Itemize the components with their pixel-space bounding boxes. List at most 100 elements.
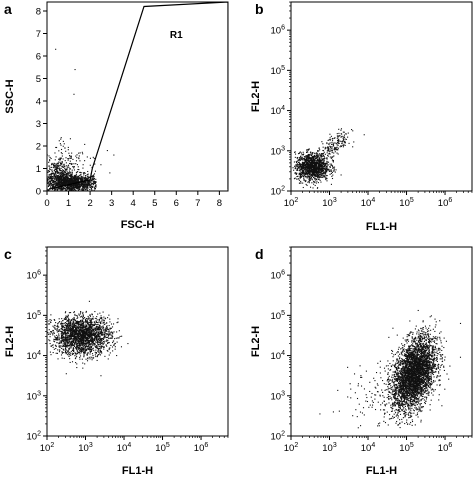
data-point (76, 326, 78, 328)
data-point (64, 179, 66, 181)
data-point (50, 182, 52, 184)
data-point (310, 171, 312, 173)
data-point (72, 185, 74, 187)
data-point (69, 188, 71, 190)
data-point (76, 188, 79, 190)
data-point (54, 188, 56, 190)
data-point (48, 168, 51, 170)
data-point (318, 150, 320, 152)
data-point (97, 323, 99, 325)
data-point (91, 349, 93, 352)
data-point (64, 316, 66, 318)
data-point (303, 170, 305, 172)
data-point (109, 327, 111, 329)
data-point (74, 336, 77, 338)
data-point (87, 185, 89, 187)
data-point (329, 163, 331, 165)
data-point (96, 329, 98, 331)
data-point (318, 160, 320, 162)
data-point (51, 172, 53, 174)
data-point (302, 165, 304, 167)
data-point (307, 162, 309, 164)
data-point (88, 327, 90, 329)
data-point (326, 167, 328, 169)
data-point (329, 145, 331, 147)
data-point (76, 340, 78, 342)
data-point (328, 148, 330, 150)
data-point (72, 181, 74, 183)
data-point (101, 342, 103, 345)
data-point (303, 177, 305, 179)
y-tick-label: 2 (36, 142, 41, 153)
data-point (304, 174, 306, 176)
data-point (312, 169, 314, 171)
data-point (71, 181, 73, 183)
data-point (76, 185, 78, 187)
data-point (306, 157, 308, 159)
data-point (57, 176, 59, 178)
data-point (337, 140, 339, 142)
data-point (314, 162, 316, 164)
data-point (60, 148, 63, 151)
data-point (66, 166, 68, 168)
data-point (49, 342, 51, 345)
data-point (333, 144, 335, 146)
data-point (320, 157, 322, 159)
data-point (84, 177, 86, 179)
data-point (100, 333, 102, 335)
data-point (77, 342, 79, 344)
data-point (81, 189, 83, 191)
data-point (49, 318, 51, 321)
data-point (79, 152, 81, 154)
data-point (297, 175, 299, 177)
data-point (55, 48, 57, 50)
data-point (58, 345, 60, 347)
data-point (101, 334, 103, 336)
data-point (61, 175, 63, 177)
data-point (87, 357, 89, 359)
data-point (51, 162, 53, 164)
data-point (66, 185, 69, 188)
data-point (98, 328, 100, 330)
gate-r1-outline (49, 2, 228, 190)
data-point (67, 177, 70, 179)
data-point (77, 185, 79, 187)
data-point (56, 331, 58, 333)
data-point (335, 147, 337, 149)
data-point (324, 163, 326, 165)
data-point (82, 311, 84, 313)
data-point (99, 343, 101, 345)
data-point (316, 154, 318, 156)
data-point (314, 167, 316, 169)
data-point (313, 174, 315, 176)
data-point (313, 155, 316, 157)
data-point (296, 169, 298, 171)
data-point (112, 350, 114, 352)
data-point (321, 141, 323, 143)
data-point (73, 186, 75, 188)
data-point (334, 171, 336, 173)
data-point (307, 148, 309, 151)
data-point (66, 328, 68, 330)
data-point (71, 349, 74, 352)
data-point (68, 331, 70, 333)
data-point (312, 164, 314, 166)
data-point (302, 182, 304, 184)
y-tick-label: 105 (27, 310, 42, 322)
data-point (307, 155, 309, 157)
data-point (82, 184, 84, 186)
data-point (58, 179, 60, 181)
data-point (326, 180, 328, 182)
y-tick-label: 5 (36, 74, 41, 85)
data-point (65, 182, 67, 184)
data-point (63, 336, 65, 338)
data-point (99, 347, 101, 349)
data-point (337, 153, 339, 155)
data-point (330, 163, 333, 165)
data-point (68, 152, 70, 154)
data-point (79, 328, 81, 330)
data-point (295, 172, 297, 174)
data-point (81, 151, 83, 153)
data-point (313, 162, 315, 164)
data-point (72, 340, 75, 342)
